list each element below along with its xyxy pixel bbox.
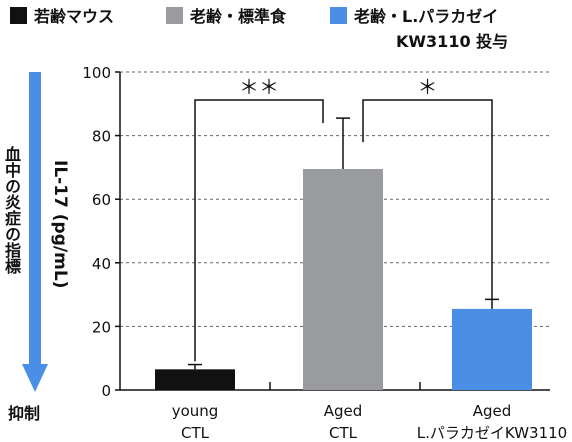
significance-bracket-1 xyxy=(362,99,493,299)
significance-label-1: ＊ xyxy=(418,75,438,99)
legend-label-young: 若齢マウス xyxy=(34,7,115,26)
y-tick-label-40: 40 xyxy=(92,255,111,273)
side-arrow-head xyxy=(22,364,48,392)
legend-item-aged-standard: 老齢・標準食 xyxy=(166,4,286,26)
legend-label-aged-kw3110: 老齢・L.パラカゼイ xyxy=(354,7,499,26)
x-tick-label-0-1: CTL xyxy=(181,424,210,442)
y-tick-label-60: 60 xyxy=(92,191,111,209)
bar-0 xyxy=(155,369,235,390)
x-tick-label-0-0: young xyxy=(172,402,219,420)
y-tick-label-100: 100 xyxy=(82,64,111,82)
legend-swatch-aged-standard xyxy=(166,6,183,24)
x-tick-label-2-1: L.パラカゼイKW3110 xyxy=(417,424,567,442)
side-arrow-bottom-label: 抑制 xyxy=(8,404,41,423)
significance-label-0: ＊＊ xyxy=(239,75,279,99)
y-tick-label-80: 80 xyxy=(92,128,111,146)
bar-1 xyxy=(303,168,383,390)
y-tick-label-20: 20 xyxy=(92,318,111,336)
side-arrow-shaft xyxy=(29,72,41,368)
legend-item-young: 若齢マウス xyxy=(10,4,114,26)
legend-item-aged-kw3110: 老齢・L.パラカゼイ xyxy=(330,4,498,26)
y-tick-label-0: 0 xyxy=(101,382,111,400)
y-axis-label: IL-17 (pg/mL) xyxy=(50,160,70,289)
legend-swatch-aged-kw3110 xyxy=(330,6,347,24)
legend-label-aged-kw3110-line2: KW3110 投与 xyxy=(396,32,509,51)
bar-2 xyxy=(452,308,532,390)
legend-swatch-young xyxy=(10,6,27,24)
significance-bracket-0 xyxy=(194,99,324,362)
x-tick-label-2-0: Aged xyxy=(473,402,512,420)
x-tick-label-1-1: CTL xyxy=(329,424,358,442)
x-tick-label-1-0: Aged xyxy=(324,402,363,420)
side-arrow-top-label: 血中の炎症の指標 xyxy=(2,146,21,274)
legend-label-aged-standard: 老齢・標準食 xyxy=(190,7,287,26)
